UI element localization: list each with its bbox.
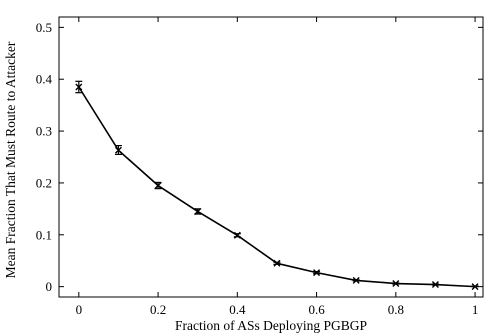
series-line xyxy=(78,86,476,288)
x-tick-label: 0.8 xyxy=(388,302,404,317)
data-point xyxy=(233,231,241,239)
y-axis-label: Mean Fraction That Must Route to Attacke… xyxy=(3,41,18,278)
data-point xyxy=(431,281,439,289)
data-series xyxy=(75,80,479,291)
y-tick-label: 0.5 xyxy=(36,20,52,35)
data-point xyxy=(154,182,162,190)
y-tick-label: 0.2 xyxy=(36,175,52,190)
y-tick-label: 0.4 xyxy=(36,72,53,87)
axis-ticks: 0 0.2 0.4 0.6 0.8 1 0 0.1 0.2 0.3 0.4 0.5 xyxy=(36,17,483,317)
data-point xyxy=(392,280,400,288)
x-tick-label: 1 xyxy=(472,302,479,317)
plot-frame xyxy=(58,16,484,298)
data-point xyxy=(352,276,360,284)
x-tick-label: 0 xyxy=(76,302,83,317)
x-tick-label: 0.4 xyxy=(229,302,246,317)
y-tick-label: 0.1 xyxy=(36,227,52,242)
x-tick-label: 0.2 xyxy=(150,302,166,317)
data-point xyxy=(194,207,202,215)
data-point xyxy=(471,283,479,291)
y-tick-label: 0.3 xyxy=(36,124,52,139)
data-point xyxy=(114,146,122,154)
x-axis-label: Fraction of ASs Deploying PGBGP xyxy=(175,318,367,333)
data-point xyxy=(75,83,83,91)
data-point xyxy=(273,259,281,267)
x-tick-label: 0.6 xyxy=(308,302,325,317)
data-point xyxy=(313,269,321,277)
y-tick-label: 0 xyxy=(46,279,53,294)
